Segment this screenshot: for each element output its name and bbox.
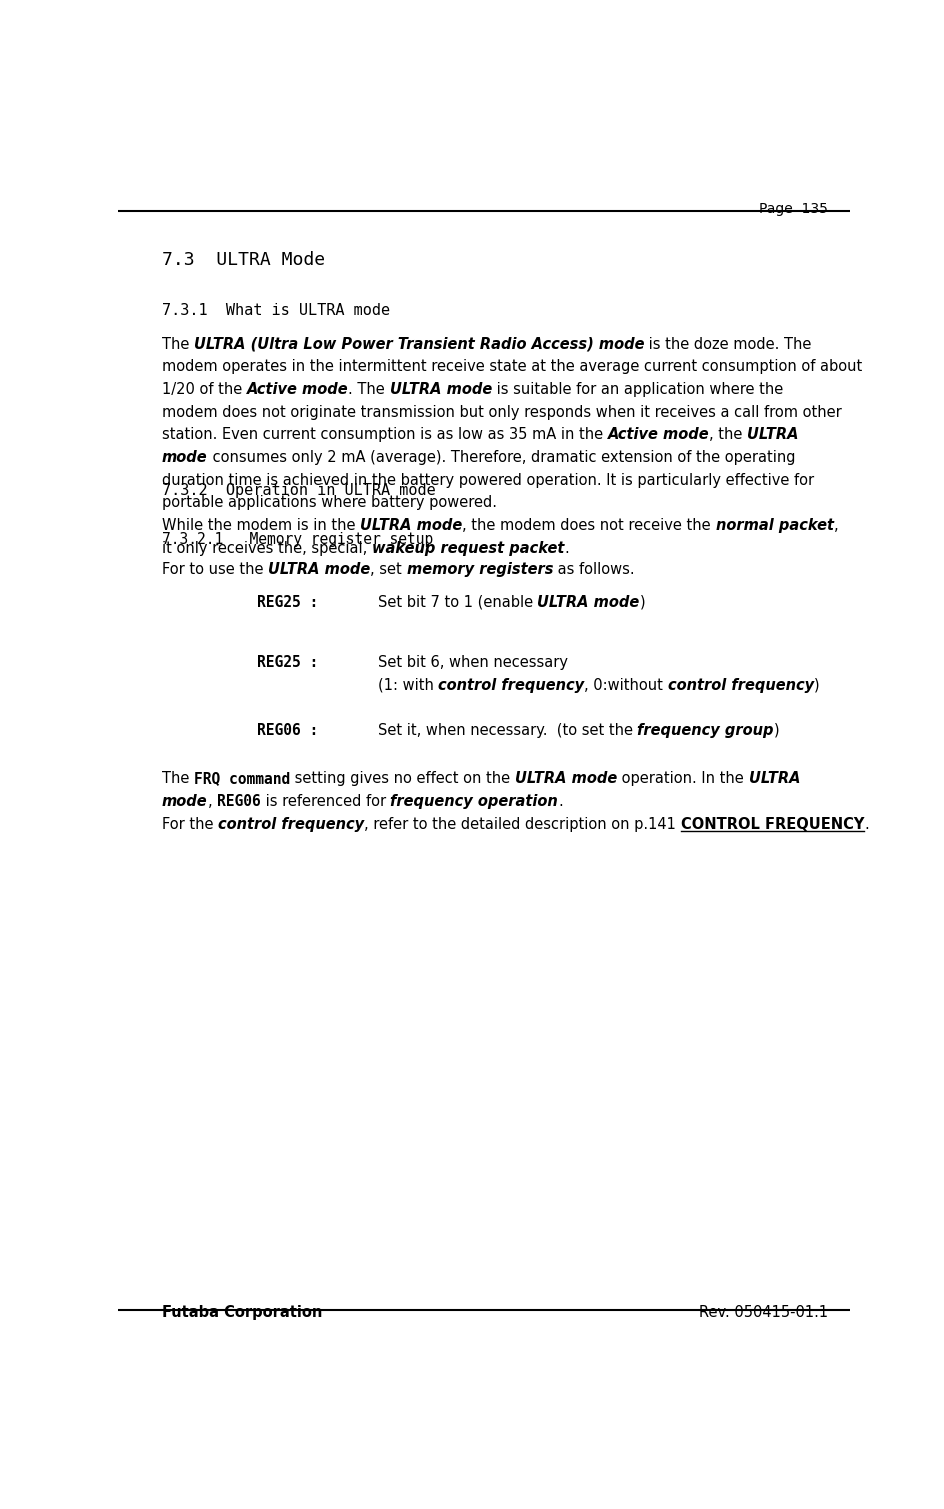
Text: frequency operation: frequency operation — [390, 794, 558, 809]
Text: Active mode: Active mode — [608, 427, 709, 442]
Text: . The: . The — [348, 382, 390, 397]
Text: , 0:without: , 0:without — [584, 678, 667, 693]
Text: control frequency: control frequency — [667, 678, 814, 693]
Text: mode: mode — [162, 450, 208, 465]
Text: station. Even current consumption is as low as 35 mA in the: station. Even current consumption is as … — [162, 427, 608, 442]
Text: ULTRA mode: ULTRA mode — [390, 382, 492, 397]
Text: ): ) — [640, 595, 646, 610]
Text: .: . — [558, 794, 563, 809]
Text: ,: , — [834, 518, 838, 533]
Text: duration time is achieved in the battery powered operation. It is particularly e: duration time is achieved in the battery… — [162, 472, 814, 487]
Text: Set it, when necessary.  (to set the: Set it, when necessary. (to set the — [378, 723, 637, 738]
Text: .: . — [565, 540, 569, 555]
Text: consumes only 2 mA (average). Therefore, dramatic extension of the operating: consumes only 2 mA (average). Therefore,… — [208, 450, 795, 465]
Text: ): ) — [814, 678, 819, 693]
Text: ULTRA: ULTRA — [748, 427, 799, 442]
Text: memory registers: memory registers — [407, 563, 553, 578]
Text: is referenced for: is referenced for — [261, 794, 390, 809]
Text: , the modem does not receive the: , the modem does not receive the — [463, 518, 716, 533]
Text: normal packet: normal packet — [716, 518, 834, 533]
Text: wakeup request packet: wakeup request packet — [372, 540, 565, 555]
Text: ULTRA mode: ULTRA mode — [537, 595, 640, 610]
Text: 7.3.1  What is ULTRA mode: 7.3.1 What is ULTRA mode — [162, 303, 390, 318]
Text: setting gives no effect on the: setting gives no effect on the — [290, 771, 514, 786]
Text: REG25 :: REG25 : — [257, 595, 318, 610]
Text: The: The — [162, 771, 194, 786]
Text: Page  135: Page 135 — [759, 202, 828, 216]
Text: , set: , set — [370, 563, 407, 578]
Text: ULTRA (Ultra Low Power Transient Radio Access) mode: ULTRA (Ultra Low Power Transient Radio A… — [194, 337, 645, 352]
Text: operation. In the: operation. In the — [617, 771, 749, 786]
Text: REG06 :: REG06 : — [257, 723, 318, 738]
Text: While the modem is in the: While the modem is in the — [162, 518, 360, 533]
Text: modem operates in the intermittent receive state at the average current consumpt: modem operates in the intermittent recei… — [162, 359, 862, 374]
Text: portable applications where battery powered.: portable applications where battery powe… — [162, 495, 497, 510]
Text: ULTRA mode: ULTRA mode — [360, 518, 463, 533]
Text: is the doze mode. The: is the doze mode. The — [645, 337, 812, 352]
Text: CONTROL FREQUENCY: CONTROL FREQUENCY — [681, 816, 864, 831]
Text: control frequency: control frequency — [438, 678, 584, 693]
Text: frequency group: frequency group — [637, 723, 774, 738]
Text: ,: , — [208, 794, 217, 809]
Text: REG06: REG06 — [217, 794, 261, 809]
Text: 1/20 of the: 1/20 of the — [162, 382, 246, 397]
Text: REG25 :: REG25 : — [257, 655, 318, 670]
Text: it only receives the, special,: it only receives the, special, — [162, 540, 372, 555]
Text: Set bit 6, when necessary: Set bit 6, when necessary — [378, 655, 567, 670]
Text: ULTRA mode: ULTRA mode — [268, 563, 370, 578]
Text: ): ) — [774, 723, 780, 738]
Text: Set bit 7 to 1 (enable: Set bit 7 to 1 (enable — [378, 595, 537, 610]
Text: Futaba Corporation: Futaba Corporation — [162, 1305, 322, 1320]
Text: Rev. 050415-01.1: Rev. 050415-01.1 — [699, 1305, 828, 1320]
Text: For the: For the — [162, 816, 218, 831]
Text: ULTRA: ULTRA — [749, 771, 800, 786]
Text: ULTRA mode: ULTRA mode — [514, 771, 617, 786]
Text: modem does not originate transmission but only responds when it receives a call : modem does not originate transmission bu… — [162, 404, 842, 420]
Text: For to use the: For to use the — [162, 563, 268, 578]
Text: 7.3.2  Operation in ULTRA mode: 7.3.2 Operation in ULTRA mode — [162, 483, 435, 498]
Text: FRQ command: FRQ command — [194, 771, 290, 786]
Text: (1: with: (1: with — [378, 678, 438, 693]
Text: The: The — [162, 337, 194, 352]
Text: .: . — [864, 816, 868, 831]
Text: is suitable for an application where the: is suitable for an application where the — [492, 382, 784, 397]
Text: , refer to the detailed description on p.141: , refer to the detailed description on p… — [364, 816, 681, 831]
Text: mode: mode — [162, 794, 208, 809]
Text: as follows.: as follows. — [553, 563, 634, 578]
Text: 7.3  ULTRA Mode: 7.3 ULTRA Mode — [162, 250, 325, 269]
Text: , the: , the — [709, 427, 748, 442]
Text: 7.3.2.1   Memory register setup: 7.3.2.1 Memory register setup — [162, 533, 433, 546]
Text: control frequency: control frequency — [218, 816, 364, 831]
Text: Active mode: Active mode — [246, 382, 348, 397]
